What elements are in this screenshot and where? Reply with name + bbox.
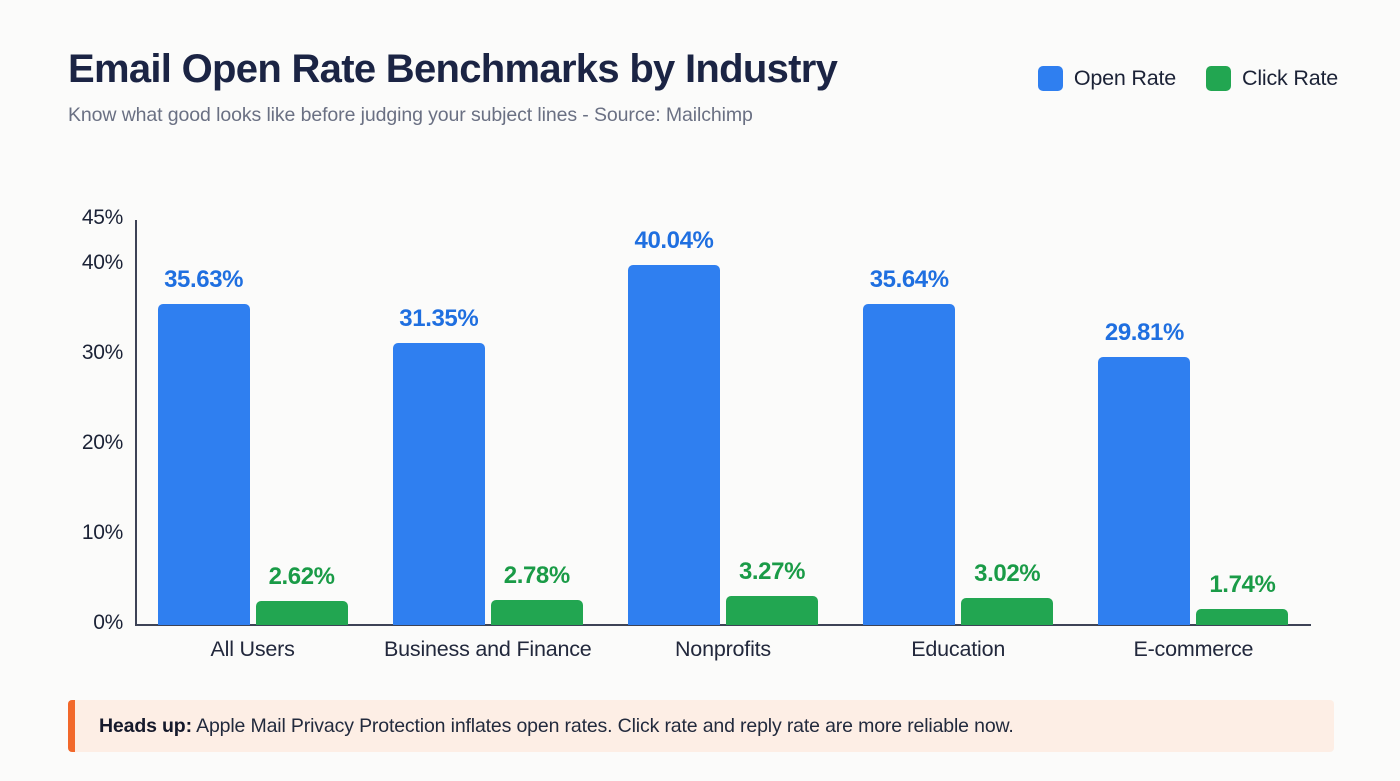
bar-value-label: 1.74% (1209, 571, 1276, 599)
page-title: Email Open Rate Benchmarks by Industry (68, 47, 838, 91)
legend-swatch-click-rate (1206, 66, 1232, 91)
legend-item-open-rate[interactable]: Open Rate (1037, 66, 1177, 91)
legend-swatch-open-rate (1037, 66, 1063, 91)
bar-value-label: 31.35% (399, 304, 479, 332)
legend-label-open-rate: Open Rate (1073, 66, 1177, 90)
chart-legend: Open Rate Click Rate (1037, 66, 1338, 91)
y-tick-label: 40% (81, 251, 123, 274)
bar-click-rate[interactable] (255, 601, 348, 625)
x-category-label: Business and Finance (384, 637, 592, 661)
bar-click-rate[interactable] (1196, 609, 1289, 625)
bar-open-rate[interactable] (392, 342, 485, 625)
y-axis-spine (135, 220, 137, 626)
bar-value-label: 29.81% (1104, 318, 1184, 346)
chart-header: Email Open Rate Benchmarks by Industry K… (68, 47, 1340, 153)
x-category-label: E-commerce (1133, 637, 1254, 661)
y-tick-label: 10% (81, 521, 123, 544)
y-tick-label: 0% (93, 611, 123, 634)
x-category-label: Nonprofits (674, 637, 771, 661)
y-tick-label: 20% (81, 431, 123, 454)
bar-value-label: 2.78% (503, 561, 570, 589)
bar-value-label: 3.27% (738, 557, 806, 585)
callout-text: Heads up: Apple Mail Privacy Protection … (75, 715, 1014, 738)
callout-lead: Heads up: (99, 714, 192, 737)
y-tick-label: 45% (81, 206, 123, 229)
x-category-label: Education (911, 637, 1006, 661)
bar-open-rate[interactable] (628, 264, 720, 625)
bar-open-rate[interactable] (863, 304, 956, 625)
bar-open-rate[interactable] (1098, 356, 1191, 625)
legend-label-click-rate: Click Rate (1242, 66, 1338, 90)
bar-open-rate[interactable] (157, 304, 250, 625)
bar-click-rate[interactable] (490, 599, 583, 625)
bar-value-label: 35.63% (164, 266, 244, 294)
x-category-label: All Users (210, 637, 295, 661)
bar-value-label: 3.02% (974, 559, 1041, 587)
bar-value-label: 2.62% (268, 563, 335, 591)
bar-value-label: 40.04% (634, 226, 714, 254)
callout-accent-bar (68, 700, 75, 752)
y-tick-label: 30% (81, 341, 123, 364)
callout-body: Apple Mail Privacy Protection inflates o… (191, 714, 1014, 737)
bar-click-rate[interactable] (961, 597, 1054, 625)
bar-click-rate[interactable] (726, 595, 818, 625)
legend-item-click-rate[interactable]: Click Rate (1206, 66, 1338, 91)
page-subtitle: Know what good looks like before judging… (68, 104, 753, 127)
heads-up-callout: Heads up: Apple Mail Privacy Protection … (68, 700, 1334, 752)
x-axis-spine (135, 624, 1311, 626)
bar-value-label: 35.64% (869, 266, 949, 294)
